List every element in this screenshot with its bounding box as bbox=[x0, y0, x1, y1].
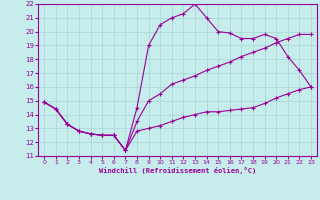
X-axis label: Windchill (Refroidissement éolien,°C): Windchill (Refroidissement éolien,°C) bbox=[99, 167, 256, 174]
